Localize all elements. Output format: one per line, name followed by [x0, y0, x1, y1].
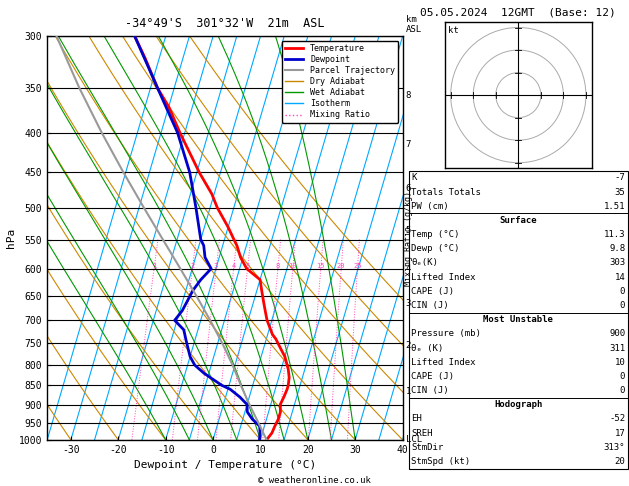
Text: Dewp (°C): Dewp (°C) — [411, 244, 460, 253]
Text: Mixing Ratio (g/kg): Mixing Ratio (g/kg) — [404, 191, 413, 286]
Text: StmSpd (kt): StmSpd (kt) — [411, 457, 470, 466]
Text: -34°49'S  301°32'W  21m  ASL: -34°49'S 301°32'W 21m ASL — [125, 17, 325, 30]
Text: 20: 20 — [615, 457, 625, 466]
Text: 20: 20 — [337, 262, 345, 269]
Text: PW (cm): PW (cm) — [411, 202, 449, 211]
Text: 3: 3 — [406, 299, 411, 308]
Text: Lifted Index: Lifted Index — [411, 273, 476, 281]
Text: 4: 4 — [231, 262, 236, 269]
Text: 0: 0 — [620, 301, 625, 310]
Text: 303: 303 — [609, 259, 625, 267]
Text: K: K — [411, 174, 417, 182]
Text: km
ASL: km ASL — [406, 15, 422, 34]
Text: 1.51: 1.51 — [604, 202, 625, 211]
Text: 17: 17 — [615, 429, 625, 437]
Text: 05.05.2024  12GMT  (Base: 12): 05.05.2024 12GMT (Base: 12) — [420, 7, 616, 17]
Text: CAPE (J): CAPE (J) — [411, 372, 454, 381]
Text: 14: 14 — [615, 273, 625, 281]
Text: 10: 10 — [289, 262, 297, 269]
Text: 9.8: 9.8 — [609, 244, 625, 253]
Text: 2: 2 — [406, 341, 411, 350]
Text: Totals Totals: Totals Totals — [411, 188, 481, 196]
Text: Most Unstable: Most Unstable — [483, 315, 554, 324]
Text: 2: 2 — [191, 262, 194, 269]
Text: 8: 8 — [276, 262, 280, 269]
Text: CIN (J): CIN (J) — [411, 386, 449, 395]
Text: 900: 900 — [609, 330, 625, 338]
Text: 15: 15 — [316, 262, 325, 269]
Text: -52: -52 — [609, 415, 625, 423]
Text: 8: 8 — [406, 91, 411, 100]
Text: -7: -7 — [615, 174, 625, 182]
Text: 5: 5 — [245, 262, 250, 269]
Text: kt: kt — [448, 26, 459, 35]
Text: SREH: SREH — [411, 429, 433, 437]
Text: Temp (°C): Temp (°C) — [411, 230, 460, 239]
Text: 0: 0 — [620, 372, 625, 381]
Text: LCL: LCL — [406, 435, 422, 444]
Text: θₑ (K): θₑ (K) — [411, 344, 443, 352]
Text: Hodograph: Hodograph — [494, 400, 542, 409]
Text: 4: 4 — [406, 264, 411, 273]
Text: 25: 25 — [353, 262, 362, 269]
Text: StmDir: StmDir — [411, 443, 443, 452]
Text: 7: 7 — [406, 140, 411, 149]
Text: 10: 10 — [615, 358, 625, 366]
Text: 5: 5 — [406, 226, 411, 235]
X-axis label: Dewpoint / Temperature (°C): Dewpoint / Temperature (°C) — [134, 460, 316, 470]
Text: 11.3: 11.3 — [604, 230, 625, 239]
Text: 3: 3 — [214, 262, 218, 269]
Text: 0: 0 — [620, 287, 625, 296]
Text: EH: EH — [411, 415, 422, 423]
Text: CAPE (J): CAPE (J) — [411, 287, 454, 296]
Text: Pressure (mb): Pressure (mb) — [411, 330, 481, 338]
Text: 313°: 313° — [604, 443, 625, 452]
Text: 35: 35 — [615, 188, 625, 196]
Text: 6: 6 — [406, 184, 411, 193]
Y-axis label: hPa: hPa — [6, 228, 16, 248]
Legend: Temperature, Dewpoint, Parcel Trajectory, Dry Adiabat, Wet Adiabat, Isotherm, Mi: Temperature, Dewpoint, Parcel Trajectory… — [282, 41, 398, 123]
Text: Surface: Surface — [499, 216, 537, 225]
Text: 1: 1 — [152, 262, 156, 269]
Text: © weatheronline.co.uk: © weatheronline.co.uk — [258, 476, 371, 485]
Text: 0: 0 — [620, 386, 625, 395]
Text: 1: 1 — [406, 387, 411, 396]
Text: Lifted Index: Lifted Index — [411, 358, 476, 366]
Text: CIN (J): CIN (J) — [411, 301, 449, 310]
Text: θₑ(K): θₑ(K) — [411, 259, 438, 267]
Text: 311: 311 — [609, 344, 625, 352]
